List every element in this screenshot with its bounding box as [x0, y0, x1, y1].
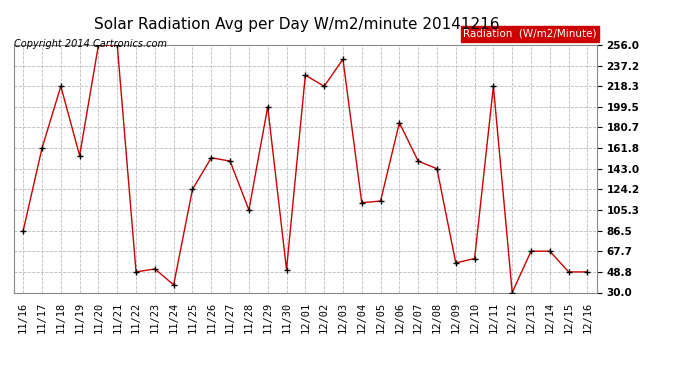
Point [469, 255, 480, 261]
Point [130, 269, 141, 275]
Point [262, 104, 273, 110]
Point [451, 260, 462, 266]
Point [506, 290, 518, 296]
Point [187, 186, 198, 192]
Point [74, 153, 85, 159]
Point [55, 83, 66, 89]
Text: Copyright 2014 Cartronics.com: Copyright 2014 Cartronics.com [14, 39, 167, 50]
Point [356, 200, 367, 206]
Point [526, 248, 537, 254]
Point [224, 158, 235, 164]
Point [168, 282, 179, 288]
Point [37, 145, 48, 151]
Text: Radiation  (W/m2/Minute): Radiation (W/m2/Minute) [464, 29, 597, 39]
Point [112, 42, 123, 48]
Point [394, 120, 405, 126]
Point [582, 269, 593, 275]
Point [488, 83, 499, 89]
Point [337, 56, 348, 62]
Text: Solar Radiation Avg per Day W/m2/minute 20141216: Solar Radiation Avg per Day W/m2/minute … [94, 17, 500, 32]
Point [563, 269, 574, 275]
Point [544, 248, 555, 254]
Point [375, 198, 386, 204]
Point [413, 158, 424, 164]
Point [149, 266, 160, 272]
Point [244, 207, 255, 213]
Point [431, 166, 442, 172]
Point [299, 72, 310, 78]
Point [18, 228, 29, 234]
Point [206, 155, 217, 161]
Point [319, 83, 330, 89]
Point [93, 42, 104, 48]
Point [281, 267, 292, 273]
